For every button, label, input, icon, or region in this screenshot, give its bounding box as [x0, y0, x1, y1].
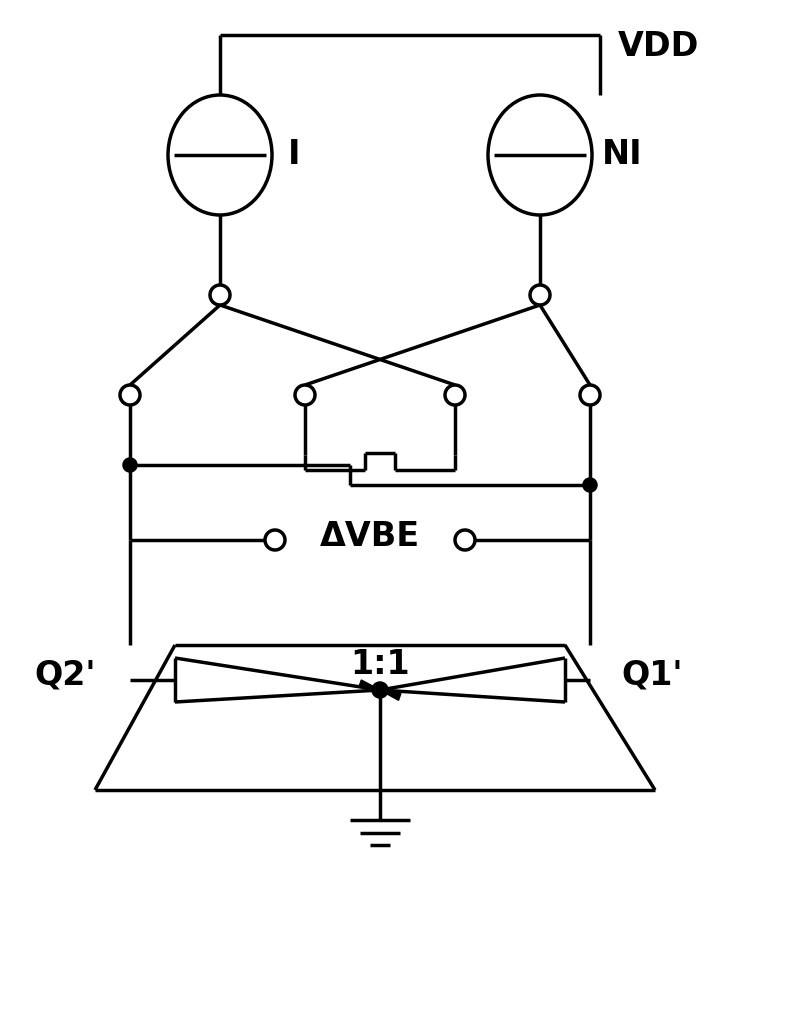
Polygon shape — [359, 680, 380, 690]
Text: I: I — [288, 138, 301, 172]
Circle shape — [124, 459, 136, 471]
Polygon shape — [380, 690, 401, 700]
Text: Q1': Q1' — [622, 659, 682, 692]
Circle shape — [584, 479, 596, 491]
Text: 1:1: 1:1 — [350, 648, 410, 682]
Text: VDD: VDD — [618, 30, 699, 64]
Text: NI: NI — [602, 138, 642, 172]
Circle shape — [373, 683, 387, 697]
Text: ΔVBE: ΔVBE — [320, 519, 420, 552]
Text: Q2': Q2' — [34, 659, 96, 692]
